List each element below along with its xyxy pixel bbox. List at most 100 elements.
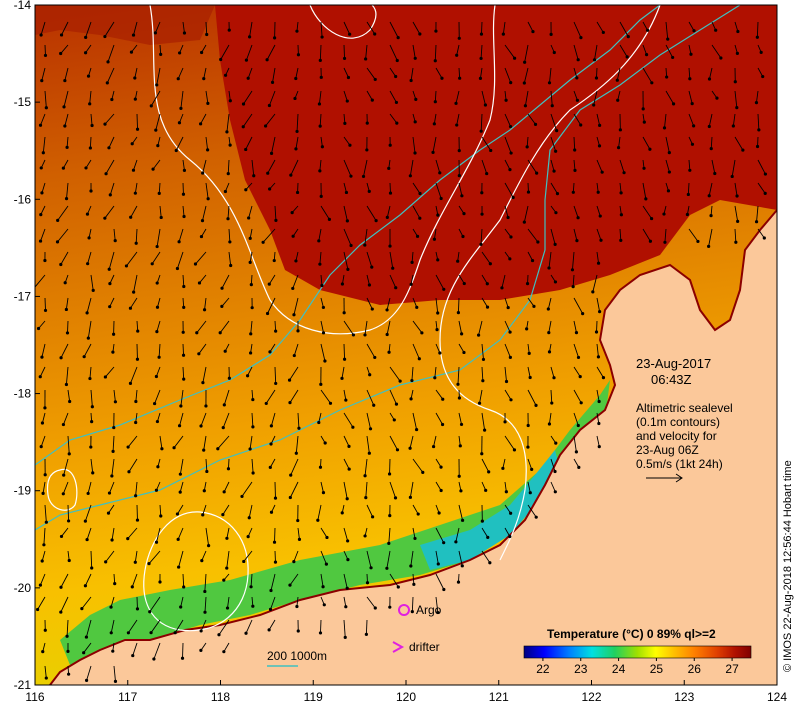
velocity-arrow (205, 21, 208, 35)
velocity-arrow (435, 159, 441, 173)
velocity-arrow-head (182, 284, 186, 289)
velocity-arrow-head (251, 604, 255, 608)
velocity-arrow-head (486, 535, 490, 539)
velocity-arrow (388, 527, 391, 544)
velocity-arrow-head (763, 172, 767, 176)
velocity-arrow-head (108, 282, 112, 286)
velocity-arrow (178, 228, 184, 242)
velocity-arrow (481, 21, 483, 35)
velocity-arrow-head (220, 304, 224, 309)
velocity-arrow-head (385, 332, 389, 337)
velocity-arrow (524, 44, 529, 63)
velocity-arrow (174, 619, 184, 633)
velocity-arrow-head (156, 143, 160, 148)
velocity-arrow-head (509, 398, 513, 402)
velocity-arrow-head (552, 376, 556, 380)
velocity-arrow-head (294, 76, 298, 81)
velocity-arrow-head (113, 239, 117, 243)
velocity-arrow (665, 159, 670, 173)
velocity-arrow (111, 527, 115, 541)
velocity-arrow (62, 481, 69, 494)
velocity-arrow (619, 21, 629, 37)
velocity-arrow-head (66, 519, 71, 523)
velocity-arrow-head (154, 374, 158, 379)
velocity-arrow-head (385, 215, 389, 219)
velocity-arrow-head (418, 216, 422, 220)
velocity-arrow-head (642, 120, 646, 124)
velocity-arrow (524, 90, 529, 106)
velocity-arrow-head (199, 629, 203, 633)
velocity-arrow-head (763, 191, 767, 195)
date-label: 23-Aug-2017 (636, 356, 711, 371)
velocity-arrow (343, 343, 346, 360)
velocity-arrow (272, 67, 276, 83)
velocity-arrow (126, 251, 138, 267)
velocity-arrow-head (759, 50, 763, 54)
velocity-arrow (250, 320, 253, 334)
velocity-arrow-head (133, 97, 137, 101)
velocity-arrow (221, 297, 230, 307)
velocity-arrow (89, 90, 92, 104)
velocity-arrow-head (714, 28, 718, 32)
velocity-arrow-head (553, 490, 557, 494)
velocity-arrow (412, 205, 421, 219)
velocity-arrow (60, 251, 69, 265)
velocity-arrow (757, 182, 766, 194)
velocity-arrow (364, 320, 368, 335)
velocity-arrow-head (272, 540, 277, 544)
velocity-arrow-head (688, 168, 692, 172)
velocity-arrow (227, 159, 230, 174)
velocity-arrow-head (579, 36, 583, 40)
velocity-arrow (502, 21, 506, 35)
velocity-arrow-head (457, 474, 461, 478)
velocity-arrow-head (532, 304, 536, 308)
velocity-arrow-head (103, 122, 107, 126)
velocity-arrow-head (346, 75, 351, 80)
velocity-arrow-head (371, 515, 375, 519)
description-line: 0.5m/s (1kt 24h) (636, 457, 723, 471)
velocity-arrow-head (522, 220, 526, 224)
velocity-arrow (504, 527, 511, 537)
velocity-arrow-head (176, 537, 180, 541)
velocity-arrow-head (462, 281, 466, 286)
velocity-arrow (481, 297, 488, 308)
lon-tick-label: 117 (118, 690, 137, 704)
velocity-arrow (734, 90, 738, 108)
velocity-arrow-head (90, 123, 94, 128)
velocity-arrow (245, 136, 253, 150)
velocity-arrow (757, 113, 760, 130)
velocity-arrow (573, 67, 578, 78)
velocity-arrow-head (736, 29, 740, 34)
velocity-arrow-head (59, 51, 63, 56)
velocity-arrow-head (666, 37, 670, 41)
velocity-arrow (708, 182, 713, 196)
velocity-arrow-head (364, 496, 368, 500)
velocity-arrow (159, 504, 162, 517)
velocity-arrow-head (151, 167, 155, 171)
velocity-arrow (60, 343, 69, 358)
velocity-arrow (366, 389, 375, 406)
velocity-arrow-head (110, 538, 114, 542)
velocity-arrow-head (84, 635, 89, 639)
velocity-arrow-head (267, 282, 271, 286)
velocity-arrow (458, 412, 462, 425)
velocity-arrow-head (248, 447, 252, 451)
description-line: 23-Aug 06Z (636, 443, 699, 457)
velocity-arrow-head (757, 128, 761, 132)
velocity-arrow-head (526, 190, 531, 194)
velocity-arrow-head (571, 285, 575, 289)
velocity-arrow (343, 320, 354, 336)
velocity-arrow-head (157, 191, 161, 196)
velocity-arrow (249, 435, 253, 450)
velocity-arrow-head (269, 151, 274, 155)
velocity-arrow-head (618, 128, 622, 132)
velocity-arrow-head (408, 495, 412, 499)
velocity-arrow-head (665, 75, 669, 79)
velocity-arrow-head (581, 312, 585, 316)
velocity-arrow-head (552, 169, 556, 173)
velocity-arrow-head (154, 540, 159, 544)
velocity-arrow-head (600, 170, 604, 174)
velocity-arrow (708, 113, 713, 127)
velocity-arrow (364, 458, 368, 476)
velocity-arrow-head (82, 651, 86, 655)
